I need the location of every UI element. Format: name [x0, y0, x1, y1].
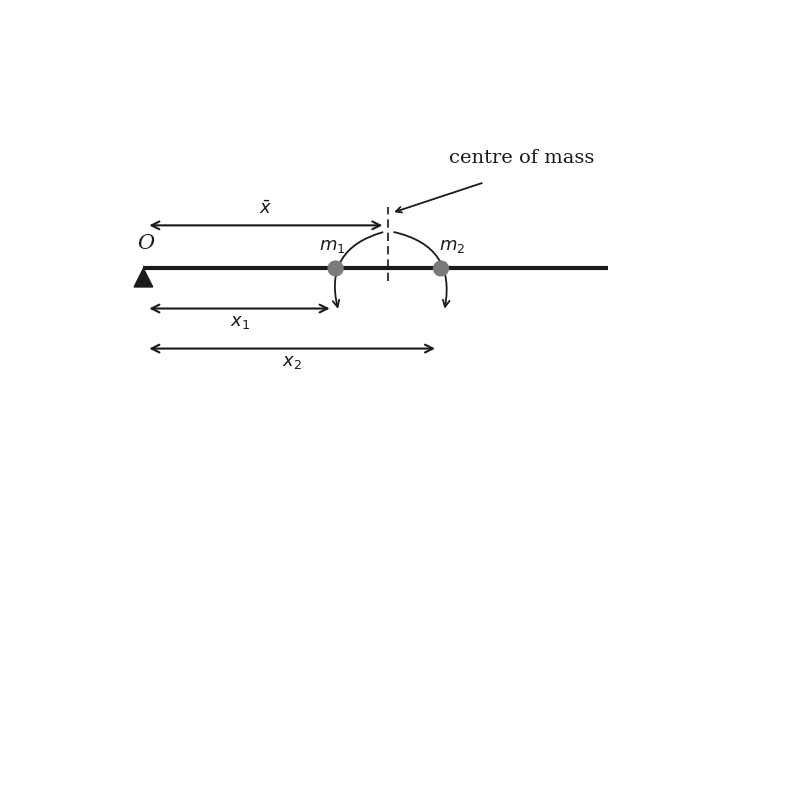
- Polygon shape: [134, 269, 153, 287]
- Text: $x_1$: $x_1$: [230, 314, 250, 331]
- Text: $\bar{x}$: $\bar{x}$: [259, 200, 273, 218]
- Circle shape: [328, 261, 343, 276]
- Circle shape: [434, 261, 449, 276]
- Text: centre of mass: centre of mass: [449, 149, 594, 166]
- Text: O: O: [138, 234, 154, 253]
- Text: $m_1$: $m_1$: [319, 237, 346, 255]
- Text: $m_2$: $m_2$: [439, 237, 466, 255]
- Text: $x_2$: $x_2$: [282, 354, 302, 371]
